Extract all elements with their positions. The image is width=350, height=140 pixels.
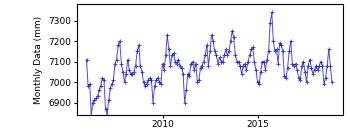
Y-axis label: Monthly Data (mm): Monthly Data (mm) bbox=[34, 15, 43, 104]
